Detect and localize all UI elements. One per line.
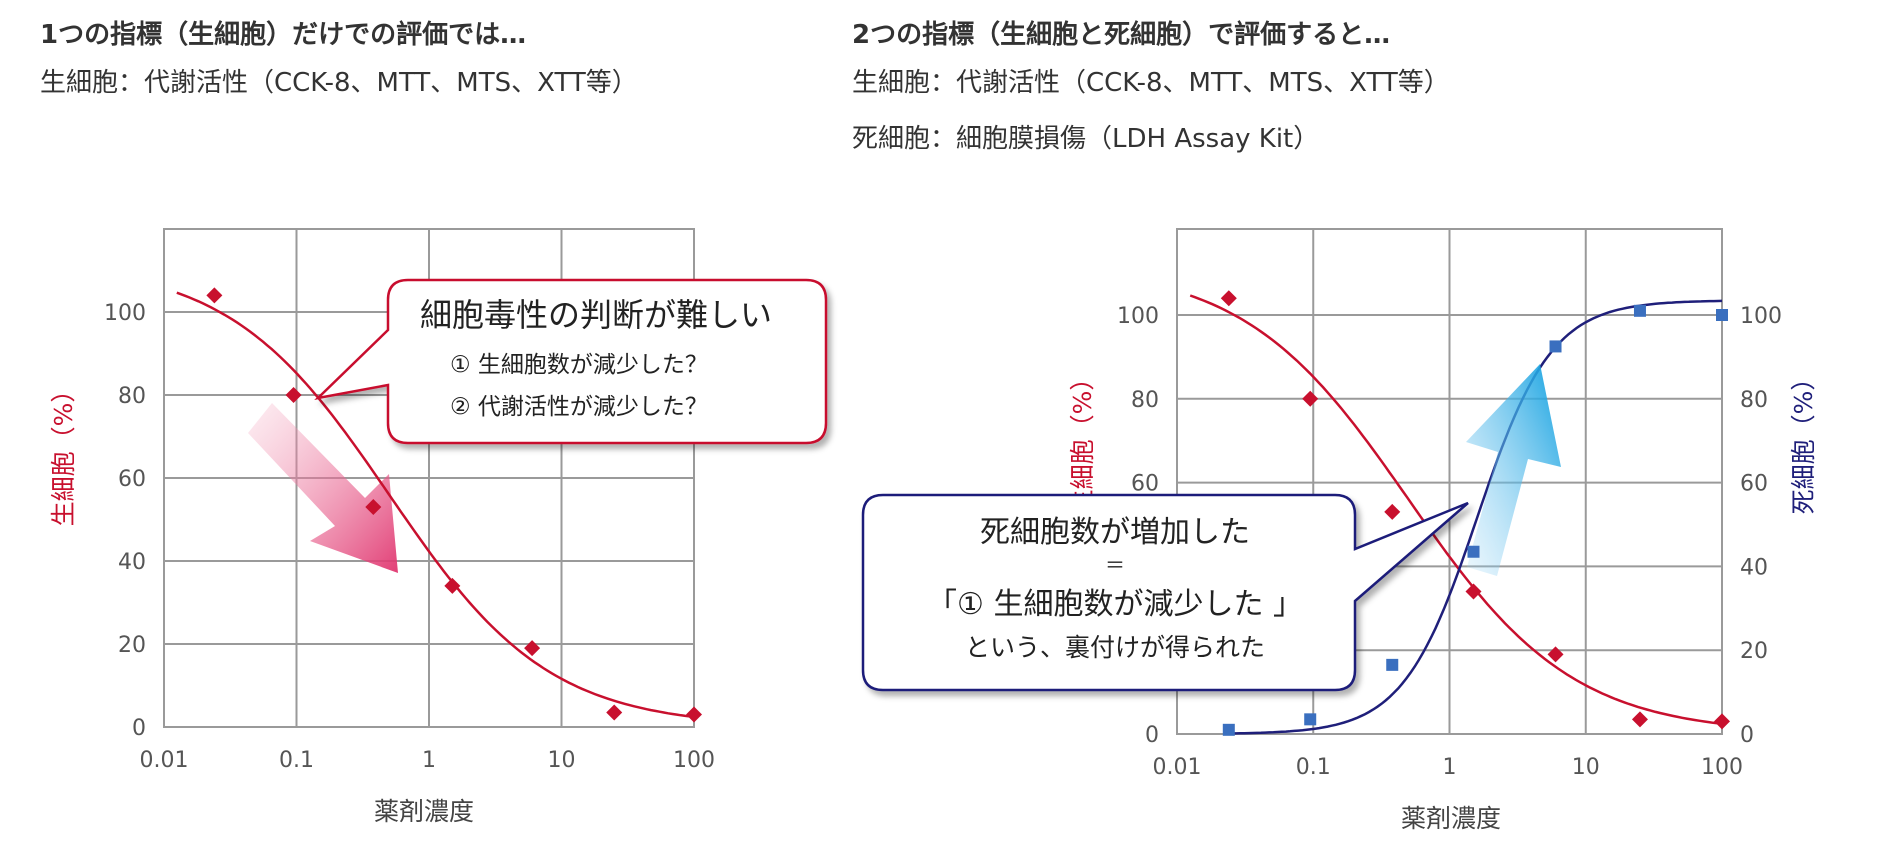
right-callout-line1: 死細胞数が増加した — [980, 515, 1250, 550]
right-increase-arrow — [1466, 364, 1561, 576]
right-dead-point — [1467, 545, 1480, 558]
left-callout — [314, 278, 828, 445]
right-dead-point — [1386, 658, 1399, 671]
right-live-point — [1547, 646, 1564, 663]
right-y2tick-label: 20 — [1740, 639, 1768, 664]
right-y2tick-label: 40 — [1740, 555, 1768, 580]
left-ytick-label: 100 — [104, 301, 146, 326]
left-live-point — [444, 577, 461, 594]
right-ytick-label: 100 — [1117, 304, 1159, 329]
right-live-markers — [1220, 290, 1730, 730]
right-xtick-label: 100 — [1701, 755, 1743, 780]
right-live-point — [1384, 503, 1401, 520]
right-xtick-label: 10 — [1572, 755, 1600, 780]
right-live-point — [1465, 583, 1482, 600]
left-chart: 0 20 40 60 80 100 0.01 0.1 1 10 100 薬剤濃度 生細胞（%） 細胞… — [49, 228, 828, 826]
right-xtick-label: 0.01 — [1153, 755, 1202, 780]
right-grid — [1176, 228, 1723, 735]
left-callout-heading: 細胞毒性の判断が難しい — [420, 296, 772, 334]
right-ylabel-right: 死細胞（%） — [1789, 366, 1818, 515]
right-live-curve — [1189, 294, 1723, 726]
right-callout-line3: 「① 生細胞数が減少した 」 — [927, 587, 1303, 622]
left-live-point — [686, 706, 702, 723]
left-ticks: 0 20 40 60 80 100 0.01 0.1 1 10 100 — [104, 301, 715, 773]
left-callout-q1: ① 生細胞数が減少した？ — [450, 352, 708, 378]
right-y2tick-label: 60 — [1740, 472, 1768, 497]
left-ytick-label: 40 — [118, 550, 146, 575]
left-live-markers — [206, 287, 702, 723]
left-ytick-label: 20 — [118, 633, 146, 658]
right-dead-point — [1222, 723, 1235, 736]
right-dead-point — [1549, 340, 1562, 353]
left-line-1: 生細胞：代謝活性（CCK-8、MTT、MTS、XTT等） — [40, 68, 638, 98]
right-xtick-label: 0.1 — [1296, 755, 1331, 780]
left-xtick-label: 1 — [422, 748, 436, 773]
right-live-point — [1302, 390, 1319, 407]
right-live-point — [1714, 713, 1730, 730]
right-live-point — [1220, 290, 1237, 307]
right-callout-line2: ＝ — [1105, 553, 1125, 577]
left-callout-q2: ② 代謝活性が減少した？ — [450, 394, 708, 420]
left-ytick-label: 80 — [118, 384, 146, 409]
right-ytick-label: 80 — [1131, 388, 1159, 413]
right-dead-point — [1633, 304, 1646, 317]
left-live-point — [524, 640, 541, 657]
left-xtick-label: 10 — [548, 748, 576, 773]
right-dead-point — [1304, 713, 1317, 726]
right-callout-line4: という、裏付けが得られた — [965, 633, 1265, 662]
left-ylabel: 生細胞（%） — [49, 378, 78, 527]
right-y2tick-label: 0 — [1740, 723, 1754, 748]
left-ytick-label: 60 — [118, 467, 146, 492]
left-xtick-label: 100 — [673, 748, 715, 773]
right-dead-point — [1716, 309, 1728, 321]
left-xlabel: 薬剤濃度 — [374, 797, 474, 826]
right-y2tick-label: 100 — [1740, 304, 1782, 329]
left-xtick-label: 0.1 — [279, 748, 314, 773]
right-callout — [861, 493, 1469, 692]
left-live-curve — [176, 291, 695, 719]
left-live-point — [285, 387, 302, 403]
right-xlabel: 薬剤濃度 — [1401, 804, 1501, 833]
left-decrease-arrow — [248, 403, 398, 573]
right-ytick-label: 60 — [1131, 472, 1159, 497]
right-dead-markers — [1222, 304, 1728, 736]
left-live-point — [206, 287, 223, 304]
left-live-point — [606, 704, 623, 721]
right-ytick-label: 0 — [1145, 723, 1159, 748]
left-ytick-label: 0 — [132, 716, 146, 741]
right-line-2: 死細胞：細胞膜損傷（LDH Assay Kit） — [852, 124, 1320, 154]
right-xtick-label: 1 — [1443, 755, 1457, 780]
left-xtick-label: 0.01 — [140, 748, 189, 773]
right-ylabel-left: 生細胞（%） — [1068, 366, 1097, 515]
right-line-1: 生細胞：代謝活性（CCK-8、MTT、MTS、XTT等） — [852, 68, 1450, 98]
left-title: 1つの指標（生細胞）だけでの評価では… — [40, 20, 527, 50]
right-live-point — [1631, 711, 1648, 728]
right-title: 2つの指標（生細胞と死細胞）で評価すると… — [852, 20, 1391, 50]
left-live-point — [365, 499, 382, 516]
right-y2tick-label: 80 — [1740, 388, 1768, 413]
